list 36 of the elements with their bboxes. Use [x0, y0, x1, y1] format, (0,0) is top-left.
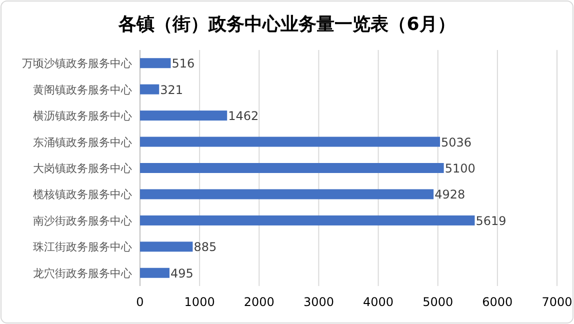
bar	[140, 58, 171, 68]
data-label: 4928	[434, 188, 466, 202]
data-label: 5036	[441, 135, 472, 150]
y-tick-label: 龙穴街政务服务中心	[33, 266, 132, 280]
bar	[140, 110, 228, 121]
data-label: 1462	[228, 109, 259, 124]
y-tick-label: 珠江街政务服务中心	[33, 240, 132, 254]
y-tick-label: 东涌镇政务服务中心	[33, 136, 132, 149]
y-tick-label: 南沙街政务服务中心	[33, 214, 132, 228]
x-tick-label: 4000	[363, 295, 394, 309]
data-label: 5100	[444, 162, 476, 176]
x-tick-label: 2000	[244, 295, 274, 309]
y-tick-label: 榄核镇政务服务中心	[33, 188, 132, 202]
bar	[140, 268, 170, 278]
y-tick-label: 黄阁镇政务服务中心	[33, 83, 132, 96]
y-tick-label: 横沥镇政务服务中心	[33, 110, 132, 123]
chart-title: 各镇（街）政务中心业务量一览表（6月）	[118, 14, 456, 35]
bar	[140, 215, 475, 226]
bar	[140, 242, 193, 252]
bar	[140, 189, 434, 200]
data-label: 321	[160, 82, 184, 97]
bar	[140, 84, 160, 94]
data-label: 516	[172, 56, 195, 71]
data-label: 495	[170, 266, 194, 280]
x-tick-label: 5000	[422, 295, 454, 309]
x-tick-label: 6000	[482, 295, 513, 309]
x-tick-label: 0	[136, 295, 144, 309]
data-label: 885	[194, 240, 217, 254]
x-tick-label: 7000	[542, 295, 572, 309]
x-tick-label: 1000	[184, 295, 215, 309]
data-label: 5619	[476, 214, 506, 228]
y-tick-label: 大岗镇政务服务中心	[33, 162, 132, 175]
bar	[140, 136, 440, 147]
bar	[140, 163, 444, 173]
y-tick-label: 万顷沙镇政务服务中心	[22, 57, 132, 70]
x-tick-label: 3000	[303, 295, 334, 309]
